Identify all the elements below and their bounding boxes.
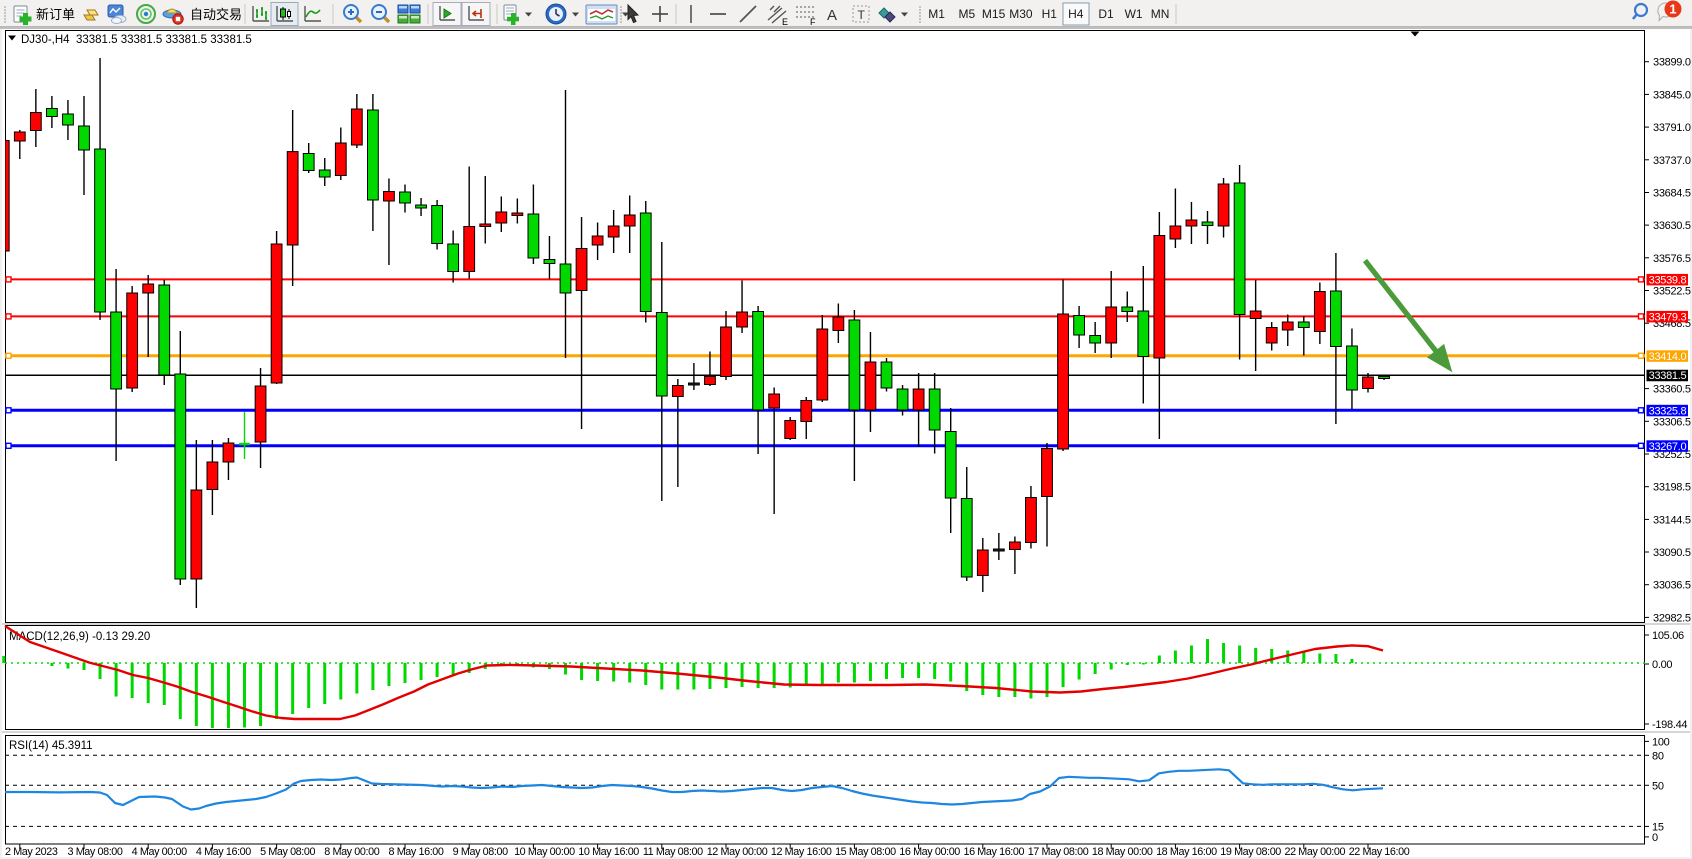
svg-text:M30: M30 bbox=[1009, 7, 1033, 21]
svg-text:50: 50 bbox=[1652, 780, 1664, 792]
svg-text:12 May 00:00: 12 May 00:00 bbox=[707, 846, 768, 858]
svg-text:17 May 08:00: 17 May 08:00 bbox=[1028, 846, 1089, 858]
svg-text:3 May 08:00: 3 May 08:00 bbox=[67, 846, 122, 858]
svg-text:E: E bbox=[782, 17, 788, 27]
svg-text:自动交易: 自动交易 bbox=[190, 7, 242, 22]
svg-text:33414.0: 33414.0 bbox=[1649, 351, 1687, 363]
svg-text:MACD(12,26,9) -0.13 29.20: MACD(12,26,9) -0.13 29.20 bbox=[9, 631, 150, 643]
svg-text:12 May 16:00: 12 May 16:00 bbox=[771, 846, 832, 858]
svg-text:33144.5: 33144.5 bbox=[1653, 514, 1691, 526]
svg-text:33522.5: 33522.5 bbox=[1653, 286, 1691, 298]
svg-text:M15: M15 bbox=[982, 7, 1006, 21]
svg-text:4 May 16:00: 4 May 16:00 bbox=[196, 846, 251, 858]
svg-text:33630.5: 33630.5 bbox=[1653, 220, 1691, 232]
svg-text:19 May 08:00: 19 May 08:00 bbox=[1220, 846, 1281, 858]
svg-text:11 May 08:00: 11 May 08:00 bbox=[643, 846, 703, 858]
svg-text:-198.44: -198.44 bbox=[1652, 719, 1687, 731]
svg-text:4 May 00:00: 4 May 00:00 bbox=[132, 846, 187, 858]
svg-text:33845.0: 33845.0 bbox=[1653, 89, 1691, 101]
svg-text:33684.5: 33684.5 bbox=[1653, 188, 1691, 200]
svg-text:新订单: 新订单 bbox=[36, 7, 75, 22]
svg-text:10 May 16:00: 10 May 16:00 bbox=[578, 846, 639, 858]
svg-text:33360.5: 33360.5 bbox=[1653, 384, 1691, 396]
svg-text:16 May 16:00: 16 May 16:00 bbox=[963, 846, 1024, 858]
svg-text:33479.3: 33479.3 bbox=[1649, 311, 1687, 323]
svg-text:8 May 16:00: 8 May 16:00 bbox=[388, 846, 443, 858]
svg-text:H4: H4 bbox=[1068, 7, 1084, 21]
svg-text:0.00: 0.00 bbox=[1652, 659, 1672, 671]
svg-text:RSI(14) 45.3911: RSI(14) 45.3911 bbox=[9, 740, 93, 752]
svg-text:1: 1 bbox=[1669, 2, 1676, 17]
svg-text:10 May 00:00: 10 May 00:00 bbox=[514, 846, 575, 858]
svg-text:15 May 08:00: 15 May 08:00 bbox=[835, 846, 896, 858]
svg-text:W1: W1 bbox=[1125, 7, 1143, 21]
svg-text:33899.0: 33899.0 bbox=[1653, 57, 1691, 69]
svg-text:5 May 08:00: 5 May 08:00 bbox=[260, 846, 315, 858]
svg-text:33036.5: 33036.5 bbox=[1653, 580, 1691, 592]
svg-text:105.06: 105.06 bbox=[1652, 630, 1684, 642]
svg-text:18 May 00:00: 18 May 00:00 bbox=[1092, 846, 1153, 858]
svg-text:MN: MN bbox=[1151, 7, 1170, 21]
svg-text:A: A bbox=[827, 7, 837, 24]
svg-text:33737.0: 33737.0 bbox=[1653, 155, 1691, 167]
svg-text:8 May 00:00: 8 May 00:00 bbox=[324, 846, 379, 858]
svg-text:F: F bbox=[810, 17, 816, 27]
svg-text:22 May 16:00: 22 May 16:00 bbox=[1349, 846, 1410, 858]
svg-text:15: 15 bbox=[1652, 821, 1664, 833]
svg-text:DJ30-,H4 33381.5 33381.5 3338: DJ30-,H4 33381.5 33381.5 33381.5 33381.5 bbox=[21, 34, 252, 46]
svg-text:D1: D1 bbox=[1098, 7, 1114, 21]
svg-text:M1: M1 bbox=[928, 7, 945, 21]
svg-text:33252.5: 33252.5 bbox=[1653, 449, 1691, 461]
svg-text:0: 0 bbox=[1652, 832, 1658, 844]
svg-text:2 May 2023: 2 May 2023 bbox=[5, 846, 58, 858]
svg-text:H1: H1 bbox=[1042, 7, 1058, 21]
svg-text:33791.0: 33791.0 bbox=[1653, 122, 1691, 134]
svg-text:33576.5: 33576.5 bbox=[1653, 253, 1691, 265]
svg-text:16 May 00:00: 16 May 00:00 bbox=[899, 846, 960, 858]
svg-text:32982.5: 32982.5 bbox=[1653, 612, 1691, 624]
svg-text:M5: M5 bbox=[958, 7, 975, 21]
svg-text:100: 100 bbox=[1652, 736, 1670, 748]
svg-text:33306.5: 33306.5 bbox=[1653, 416, 1691, 428]
svg-text:33539.8: 33539.8 bbox=[1649, 274, 1687, 286]
svg-text:18 May 16:00: 18 May 16:00 bbox=[1156, 846, 1217, 858]
svg-text:9 May 08:00: 9 May 08:00 bbox=[453, 846, 508, 858]
svg-text:33090.5: 33090.5 bbox=[1653, 547, 1691, 559]
svg-text:33267.0: 33267.0 bbox=[1649, 441, 1687, 453]
svg-text:T: T bbox=[858, 8, 866, 22]
svg-text:33325.8: 33325.8 bbox=[1649, 405, 1687, 417]
svg-text:33381.5: 33381.5 bbox=[1649, 370, 1687, 382]
svg-text:22 May 00:00: 22 May 00:00 bbox=[1284, 846, 1345, 858]
svg-text:33198.5: 33198.5 bbox=[1653, 482, 1691, 494]
svg-text:80: 80 bbox=[1652, 750, 1664, 762]
